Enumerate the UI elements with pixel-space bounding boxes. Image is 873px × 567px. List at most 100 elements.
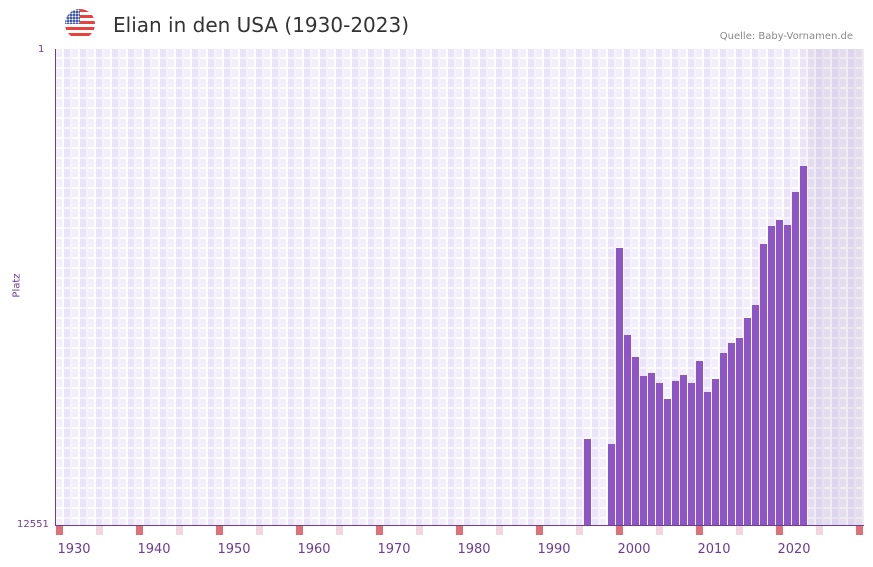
grid-column-shade <box>272 49 280 525</box>
year-marker-2013 <box>736 526 743 535</box>
year-marker-1958 <box>296 526 303 535</box>
bar-2000[interactable] <box>632 357 639 525</box>
year-marker-1978 <box>456 526 463 535</box>
bar-2008[interactable] <box>696 361 703 525</box>
grid-column-shade <box>656 49 664 525</box>
x-tick-2020: 2020 <box>777 542 811 557</box>
grid-column-shade <box>608 49 616 525</box>
year-marker-1993 <box>576 526 583 535</box>
grid-column-shade <box>816 49 824 525</box>
bar-2021[interactable] <box>800 166 807 525</box>
year-marker-1988 <box>536 526 543 535</box>
bar-2006[interactable] <box>680 375 687 525</box>
year-marker-2008 <box>696 526 703 535</box>
grid-column-shade <box>720 49 728 525</box>
grid-column-shade <box>848 49 856 525</box>
bar-1994[interactable] <box>584 439 591 525</box>
grid-column-shade <box>352 49 360 525</box>
grid-column-shade <box>112 49 120 525</box>
year-marker-row <box>56 526 864 535</box>
y-axis-top-label: 1 <box>38 44 45 55</box>
y-axis-bottom-label: 12551 <box>17 519 49 530</box>
bar-2005[interactable] <box>672 381 679 525</box>
grid-column-shade <box>224 49 232 525</box>
bar-2016[interactable] <box>760 244 767 525</box>
y-axis-title: Platz <box>11 273 23 298</box>
bar-2017[interactable] <box>768 226 775 525</box>
grid-column-shade <box>432 49 440 525</box>
bar-2018[interactable] <box>776 220 783 525</box>
grid-column-shade <box>672 49 680 525</box>
x-axis-ticks: 1930 1940 1950 1960 1970 1980 1990 2000 2010 2020 <box>0 542 873 562</box>
grid-column-shade <box>368 49 376 525</box>
year-marker-1943 <box>176 526 183 535</box>
x-tick-1940: 1940 <box>137 542 171 557</box>
bar-2013[interactable] <box>736 338 743 525</box>
grid-column-shade <box>448 49 456 525</box>
bar-1999[interactable] <box>624 335 631 525</box>
year-marker-1938 <box>136 526 143 535</box>
grid-column-shade <box>544 49 552 525</box>
year-marker-1973 <box>416 526 423 535</box>
bar-2001[interactable] <box>640 376 647 525</box>
grid-column-shade <box>416 49 424 525</box>
year-marker-1928 <box>56 526 63 535</box>
grid-column-shade <box>336 49 344 525</box>
grid-column-shade <box>64 49 72 525</box>
grid-column-shade <box>320 49 328 525</box>
grid-column-shade <box>128 49 136 525</box>
bar-2010[interactable] <box>712 379 719 525</box>
grid-column-shade <box>528 49 536 525</box>
chart-title: Elian in den USA (1930-2023) <box>113 13 410 37</box>
grid-column-shade <box>176 49 184 525</box>
x-tick-1960: 1960 <box>297 542 331 557</box>
grid-column-shade <box>624 49 632 525</box>
bar-2019[interactable] <box>784 225 791 525</box>
year-marker-1933 <box>96 526 103 535</box>
grid-column-shade <box>288 49 296 525</box>
bar-2003[interactable] <box>656 383 663 525</box>
grid-column-shade <box>464 49 472 525</box>
bar-2012[interactable] <box>728 343 735 525</box>
bar-2002[interactable] <box>648 373 655 525</box>
grid-column-shade <box>192 49 200 525</box>
grid-column-shade <box>704 49 712 525</box>
bar-2007[interactable] <box>688 383 695 525</box>
grid-column-shade <box>160 49 168 525</box>
bar-2014[interactable] <box>744 318 751 525</box>
y-axis-line <box>55 49 56 526</box>
grid-column-shade <box>592 49 600 525</box>
us-flag-icon <box>65 9 95 39</box>
grid-column-shade <box>400 49 408 525</box>
year-marker-1953 <box>256 526 263 535</box>
year-marker-1963 <box>336 526 343 535</box>
grid-column-shade <box>832 49 840 525</box>
grid-column-shade <box>480 49 488 525</box>
bar-2004[interactable] <box>664 399 671 525</box>
bar-1997[interactable] <box>608 444 615 525</box>
x-tick-2010: 2010 <box>697 542 731 557</box>
grid-column-shade <box>80 49 88 525</box>
bar-2011[interactable] <box>720 353 727 525</box>
grid-column-shade <box>144 49 152 525</box>
grid-column-shade <box>736 49 744 525</box>
bar-2020[interactable] <box>792 192 799 525</box>
bar-1998[interactable] <box>616 248 623 525</box>
grid-column-shade <box>384 49 392 525</box>
bar-2009[interactable] <box>704 392 711 525</box>
x-tick-1990: 1990 <box>537 542 571 557</box>
plot-area <box>56 49 864 525</box>
grid-column-shade <box>688 49 696 525</box>
year-marker-2023 <box>816 526 823 535</box>
x-tick-1980: 1980 <box>457 542 491 557</box>
source-label: Quelle: Baby-Vornamen.de <box>719 31 853 42</box>
grid-column-shade <box>560 49 568 525</box>
x-tick-2000: 2000 <box>617 542 651 557</box>
grid-column-shade <box>576 49 584 525</box>
flag-canton <box>65 9 80 24</box>
grid-column-shade <box>640 49 648 525</box>
grid-column-shade <box>496 49 504 525</box>
grid-column-shade <box>208 49 216 525</box>
bar-2015[interactable] <box>752 305 759 525</box>
year-marker-1948 <box>216 526 223 535</box>
